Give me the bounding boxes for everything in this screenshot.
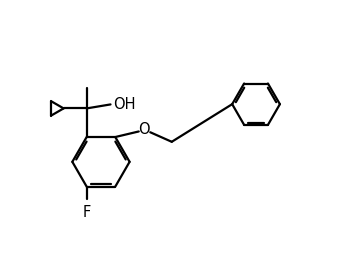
- Text: F: F: [82, 205, 91, 220]
- Text: OH: OH: [113, 97, 135, 112]
- Text: O: O: [138, 122, 150, 137]
